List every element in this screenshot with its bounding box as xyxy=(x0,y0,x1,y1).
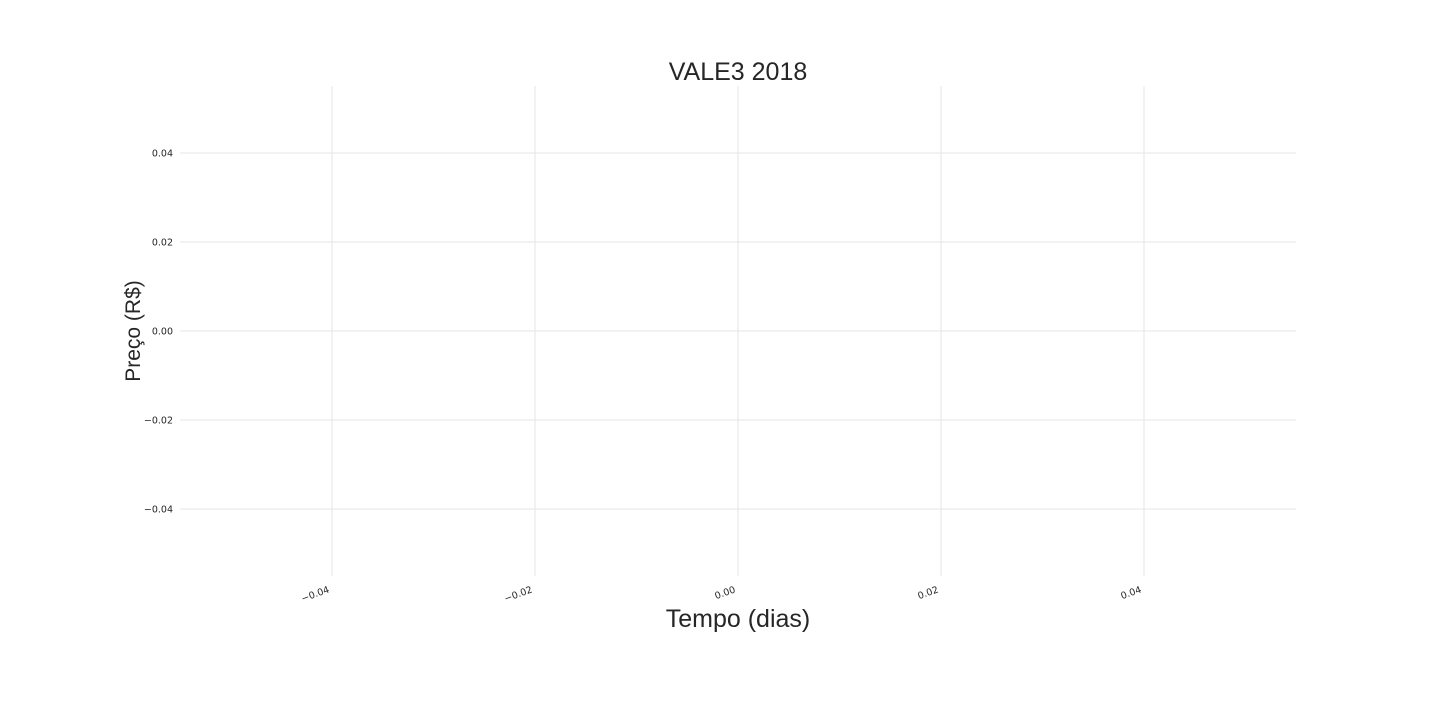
y-tick-label: 0.00 xyxy=(152,327,173,338)
x-tick-label: 0.02 xyxy=(916,584,940,602)
x-tick-label: −0.02 xyxy=(503,584,534,604)
y-tick-label: 0.02 xyxy=(152,238,173,249)
y-tick-label: 0.04 xyxy=(152,149,173,160)
chart-title: VALE3 2018 xyxy=(669,58,808,86)
x-axis-ticks: −0.04 −0.02 0.00 0.02 0.04 xyxy=(300,584,1143,604)
y-tick-label: −0.04 xyxy=(144,505,173,516)
y-axis-label: Preço (R$) xyxy=(122,280,145,382)
x-tick-label: 0.04 xyxy=(1119,584,1143,602)
x-tick-label: 0.00 xyxy=(713,584,737,602)
grid xyxy=(180,86,1296,576)
y-tick-label: −0.02 xyxy=(144,416,173,427)
x-axis-label: Tempo (dias) xyxy=(666,605,811,633)
y-axis-ticks: 0.04 0.02 0.00 −0.02 −0.04 xyxy=(144,149,173,516)
x-tick-label: −0.04 xyxy=(300,584,331,604)
